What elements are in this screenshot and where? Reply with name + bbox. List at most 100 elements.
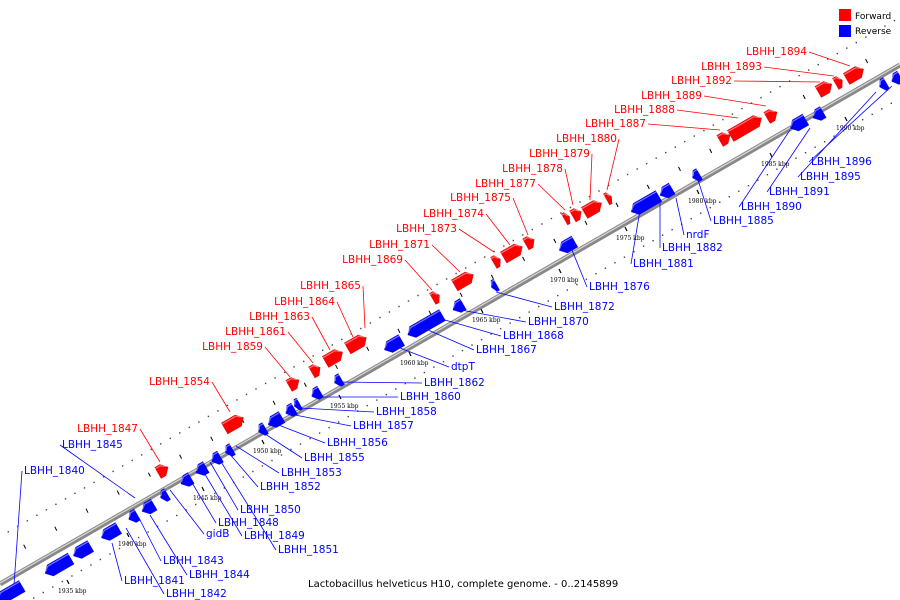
gene-label[interactable]: LBHH_1888 bbox=[614, 104, 675, 116]
forward-gene-arrow[interactable] bbox=[220, 414, 244, 435]
forward-gene-arrow[interactable] bbox=[842, 66, 864, 85]
reverse-gene-arrow[interactable] bbox=[630, 190, 663, 215]
forward-gene-arrow[interactable] bbox=[569, 208, 582, 223]
reverse-gene-arrow[interactable] bbox=[812, 106, 827, 121]
gene-label[interactable]: LBHH_1863 bbox=[249, 311, 310, 323]
reverse-gene-arrow[interactable] bbox=[452, 298, 467, 313]
reverse-gene-arrow[interactable] bbox=[285, 402, 298, 417]
gene-label[interactable]: LBHH_1855 bbox=[304, 452, 365, 464]
gene-label[interactable]: LBHH_1849 bbox=[244, 530, 305, 542]
reverse-gene-arrow[interactable] bbox=[384, 334, 406, 353]
gene-label[interactable]: LBHH_1861 bbox=[225, 326, 286, 338]
gene-label[interactable]: LBHH_1859 bbox=[202, 341, 263, 353]
forward-gene-arrow[interactable] bbox=[763, 109, 778, 124]
forward-gene-arrow[interactable] bbox=[560, 212, 571, 226]
reverse-gene-arrow[interactable] bbox=[267, 411, 286, 428]
gene-label[interactable]: gidB bbox=[206, 528, 229, 540]
forward-gene-arrow[interactable] bbox=[716, 132, 731, 147]
reverse-gene-arrow[interactable] bbox=[128, 508, 141, 523]
reverse-gene-arrow[interactable] bbox=[334, 373, 346, 387]
reverse-gene-arrow[interactable] bbox=[101, 522, 123, 541]
gene-label[interactable]: LBHH_1865 bbox=[300, 280, 361, 292]
reverse-gene-arrow[interactable] bbox=[490, 278, 501, 292]
gene-label[interactable]: LBHH_1871 bbox=[369, 239, 430, 251]
gene-label[interactable]: LBHH_1848 bbox=[218, 517, 279, 529]
forward-gene-arrow[interactable] bbox=[831, 76, 843, 90]
gene-label[interactable]: LBHH_1885 bbox=[713, 215, 774, 227]
gene-label[interactable]: LBHH_1842 bbox=[166, 588, 227, 600]
gene-label[interactable]: LBHH_1874 bbox=[423, 208, 484, 220]
forward-gene-arrow[interactable] bbox=[285, 377, 300, 392]
forward-gene-arrow[interactable] bbox=[580, 200, 602, 219]
gene-label[interactable]: LBHH_1876 bbox=[589, 281, 650, 293]
gene-label[interactable]: LBHH_1875 bbox=[450, 192, 511, 204]
gene-label[interactable]: LBHH_1878 bbox=[502, 163, 563, 175]
forward-gene-arrow[interactable] bbox=[450, 271, 474, 292]
forward-gene-arrow[interactable] bbox=[428, 291, 440, 305]
gene-label[interactable]: LBHH_1847 bbox=[77, 423, 138, 435]
reverse-gene-arrow[interactable] bbox=[558, 235, 579, 254]
forward-gene-arrow[interactable] bbox=[489, 255, 501, 269]
gene-label[interactable]: LBHH_1867 bbox=[476, 344, 537, 356]
gene-label[interactable]: LBHH_1845 bbox=[62, 439, 123, 451]
gene-label[interactable]: LBHH_1840 bbox=[24, 465, 85, 477]
reverse-gene-arrow[interactable] bbox=[73, 540, 95, 559]
gene-label[interactable]: LBHH_1895 bbox=[800, 171, 861, 183]
gene-label[interactable]: LBHH_1869 bbox=[342, 254, 403, 266]
forward-gene-arrow[interactable] bbox=[308, 364, 321, 379]
reverse-gene-arrow[interactable] bbox=[258, 422, 270, 436]
gene-label[interactable]: LBHH_1882 bbox=[662, 242, 723, 254]
reverse-gene-arrow[interactable] bbox=[211, 450, 224, 465]
gene-label[interactable]: dtpT bbox=[451, 361, 475, 373]
gene-label[interactable]: LBHH_1889 bbox=[641, 90, 702, 102]
gene-label[interactable]: LBHH_1877 bbox=[475, 178, 536, 190]
gene-label[interactable]: LBHH_1841 bbox=[124, 575, 185, 587]
forward-gene-arrow[interactable] bbox=[522, 236, 535, 251]
gene-label[interactable]: LBHH_1894 bbox=[746, 46, 807, 58]
gene-label[interactable]: nrdF bbox=[686, 229, 710, 241]
reverse-gene-arrow[interactable] bbox=[225, 443, 237, 457]
reverse-gene-arrow[interactable] bbox=[789, 113, 810, 132]
gene-label[interactable]: LBHH_1879 bbox=[529, 148, 590, 160]
reverse-gene-arrow[interactable] bbox=[659, 182, 676, 199]
gene-label[interactable]: LBHH_1887 bbox=[585, 118, 646, 130]
forward-gene-arrow[interactable] bbox=[726, 115, 762, 142]
reverse-gene-arrow[interactable] bbox=[141, 498, 158, 515]
forward-gene-arrow[interactable] bbox=[814, 81, 833, 98]
reverse-gene-arrow[interactable] bbox=[692, 168, 704, 182]
gene-label[interactable]: LBHH_1862 bbox=[424, 377, 485, 389]
reverse-gene-arrow[interactable] bbox=[293, 397, 304, 411]
gene-label[interactable]: LBHH_1892 bbox=[671, 75, 732, 87]
gene-label[interactable]: LBHH_1870 bbox=[528, 316, 589, 328]
gene-label[interactable]: LBHH_1852 bbox=[260, 481, 321, 493]
gene-label[interactable]: LBHH_1880 bbox=[556, 133, 617, 145]
gene-label[interactable]: LBHH_1891 bbox=[769, 186, 830, 198]
forward-gene-arrow[interactable] bbox=[343, 334, 367, 355]
reverse-gene-arrow[interactable] bbox=[0, 580, 26, 600]
forward-gene-arrow[interactable] bbox=[602, 192, 613, 206]
gene-label[interactable]: LBHH_1856 bbox=[327, 437, 388, 449]
gene-label[interactable]: LBHH_1858 bbox=[376, 406, 437, 418]
gene-label[interactable]: LBHH_1857 bbox=[353, 420, 414, 432]
gene-label[interactable]: LBHH_1844 bbox=[189, 569, 250, 581]
gene-label[interactable]: LBHH_1851 bbox=[278, 544, 339, 556]
gene-label[interactable]: LBHH_1843 bbox=[163, 555, 224, 567]
reverse-gene-arrow[interactable] bbox=[160, 488, 172, 502]
reverse-gene-arrow[interactable] bbox=[180, 472, 195, 487]
reverse-gene-arrow[interactable] bbox=[311, 385, 324, 400]
forward-gene-arrow[interactable] bbox=[499, 243, 523, 264]
reverse-gene-arrow[interactable] bbox=[407, 309, 446, 338]
gene-label[interactable]: LBHH_1890 bbox=[741, 201, 802, 213]
gene-label[interactable]: LBHH_1872 bbox=[554, 301, 615, 313]
gene-label[interactable]: LBHH_1850 bbox=[240, 504, 301, 516]
gene-label[interactable]: LBHH_1864 bbox=[274, 296, 335, 308]
gene-label[interactable]: LBHH_1893 bbox=[701, 61, 762, 73]
reverse-gene-arrow[interactable] bbox=[879, 77, 891, 91]
reverse-gene-arrow[interactable] bbox=[891, 70, 900, 85]
gene-label[interactable]: LBHH_1896 bbox=[811, 156, 872, 168]
gene-label[interactable]: LBHH_1860 bbox=[400, 391, 461, 403]
reverse-gene-arrow[interactable] bbox=[195, 461, 210, 476]
gene-label[interactable]: LBHH_1853 bbox=[281, 467, 342, 479]
gene-label[interactable]: LBHH_1873 bbox=[396, 223, 457, 235]
forward-gene-arrow[interactable] bbox=[321, 349, 343, 368]
